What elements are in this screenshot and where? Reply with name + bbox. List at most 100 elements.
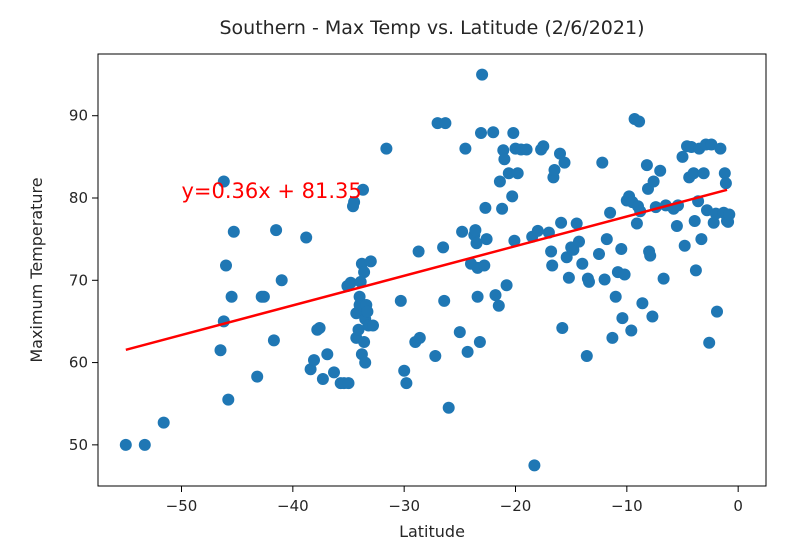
data-point [453, 326, 466, 339]
data-point [473, 336, 486, 348]
data-point [507, 127, 520, 139]
data-point [487, 126, 500, 139]
data-point [412, 245, 425, 258]
data-point [354, 275, 367, 288]
data-point [554, 147, 566, 160]
data-point [697, 167, 710, 180]
x-tick-label: −10 [611, 497, 643, 515]
data-point [718, 167, 731, 180]
data-point [348, 196, 361, 209]
data-point [723, 208, 736, 221]
data-point [489, 289, 502, 302]
data-point [555, 216, 568, 229]
x-tick-label: 0 [733, 497, 743, 515]
x-tick-label: −40 [277, 497, 309, 515]
x-tick-label: −20 [500, 497, 532, 515]
data-point [470, 237, 483, 250]
data-point [461, 345, 474, 358]
data-point [214, 344, 227, 357]
data-point [439, 117, 452, 130]
data-point [496, 202, 509, 215]
data-point [609, 290, 622, 303]
data-point [220, 259, 232, 272]
data-point [695, 233, 708, 246]
data-point [493, 175, 506, 188]
y-tick-label: 50 [69, 436, 88, 454]
data-point [676, 150, 689, 163]
data-point [361, 305, 374, 318]
data-point [604, 206, 617, 219]
data-point [707, 216, 720, 229]
data-point [342, 377, 355, 390]
data-points [119, 68, 736, 472]
data-point [398, 364, 411, 377]
data-point [251, 370, 264, 383]
data-point [257, 290, 270, 303]
data-point [367, 319, 379, 332]
data-point [227, 225, 240, 238]
data-point [498, 153, 511, 166]
data-point [394, 294, 407, 307]
data-point [469, 224, 482, 237]
data-point [380, 142, 393, 155]
data-point [556, 322, 569, 334]
data-point [618, 268, 631, 281]
x-axis-ticks: −50 −40 −30 −20 −10 0 [166, 486, 743, 515]
data-point [644, 249, 657, 262]
y-axis-ticks: 50 60 70 80 90 [69, 107, 98, 454]
y-tick-label: 70 [69, 271, 88, 289]
data-point [576, 257, 589, 270]
data-point [275, 274, 288, 287]
data-point [548, 164, 561, 176]
data-point [138, 438, 151, 451]
data-point [593, 248, 605, 260]
data-point [630, 217, 643, 230]
chart-title: Southern - Max Temp vs. Latitude (2/6/20… [220, 17, 645, 39]
data-point [157, 416, 170, 429]
data-point [476, 68, 489, 81]
data-point [657, 272, 670, 285]
data-point [647, 175, 660, 188]
data-point [537, 140, 550, 153]
data-point [678, 239, 691, 252]
x-axis-label: Latitude [399, 522, 465, 541]
regression-line [125, 188, 728, 352]
data-point [300, 231, 313, 244]
regression-layer [125, 188, 728, 352]
data-point [636, 297, 649, 310]
data-point [267, 334, 280, 347]
plot-frame [97, 53, 767, 487]
data-point [583, 275, 595, 288]
data-point [478, 259, 491, 272]
data-point [304, 363, 317, 376]
data-point [119, 438, 132, 451]
data-point [508, 234, 521, 247]
data-point [328, 366, 340, 379]
data-point [670, 220, 683, 232]
data-point [225, 290, 238, 303]
data-point [413, 331, 426, 344]
data-point [352, 323, 365, 336]
data-point [480, 233, 493, 246]
data-point [344, 276, 357, 289]
data-point [438, 294, 451, 307]
data-point [437, 241, 450, 254]
data-point [531, 224, 544, 237]
data-point [689, 264, 702, 277]
data-point [479, 201, 492, 214]
data-point [596, 156, 609, 169]
data-point [654, 164, 667, 177]
data-point [502, 167, 515, 180]
data-point [714, 142, 727, 155]
data-point [442, 401, 455, 414]
data-point [719, 177, 732, 190]
data-point [456, 225, 469, 238]
data-point [633, 115, 646, 128]
data-point [313, 322, 326, 334]
data-point [573, 235, 585, 248]
data-point [459, 142, 472, 155]
data-point [687, 167, 700, 180]
data-point [703, 336, 716, 349]
x-tick-label: −50 [166, 497, 198, 515]
